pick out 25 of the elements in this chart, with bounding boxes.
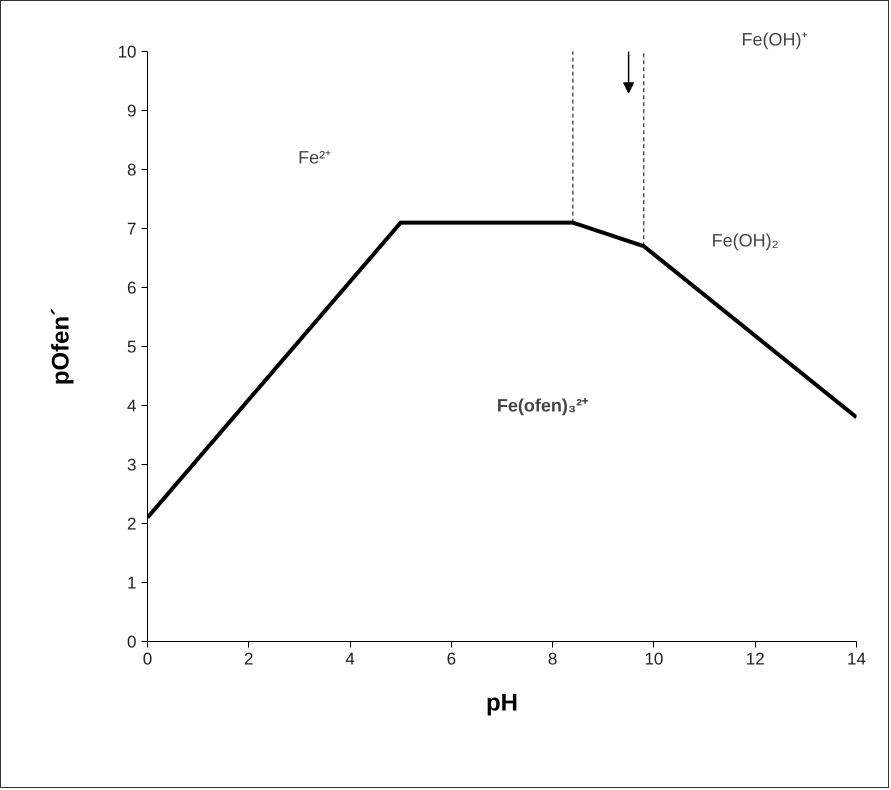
text: Fe(OH)⁺ bbox=[742, 30, 808, 50]
x-tick-label: 4 bbox=[345, 650, 355, 668]
x-tick-label: 0 bbox=[142, 650, 152, 668]
annotation: Fe²⁺ bbox=[298, 148, 332, 168]
y-tick-label: 7 bbox=[127, 220, 137, 238]
x-tick-label: 8 bbox=[548, 650, 558, 668]
y-tick-label: 3 bbox=[127, 456, 137, 474]
y-axis-title: pOfen´ bbox=[48, 308, 75, 386]
x-axis-title: pH bbox=[486, 690, 518, 716]
x-tick-label: 10 bbox=[644, 650, 664, 668]
x-tick-label: 12 bbox=[746, 650, 765, 668]
y-tick-label: 0 bbox=[127, 632, 137, 652]
y-tick-label: 8 bbox=[127, 160, 137, 180]
y-tick-label: 1 bbox=[127, 574, 137, 592]
x-tick-label: 14 bbox=[847, 650, 866, 668]
y-tick-label: 9 bbox=[127, 102, 137, 120]
annotation: Fe(ofen)₃²⁺ bbox=[496, 396, 588, 416]
x-tick-label: 2 bbox=[244, 650, 254, 668]
x-tick-label: 6 bbox=[446, 650, 456, 668]
annotation: Fe(OH)₂ bbox=[712, 230, 779, 250]
y-tick-label: 10 bbox=[118, 42, 137, 62]
y-tick-label: 4 bbox=[127, 396, 137, 416]
y-tick-label: 6 bbox=[127, 278, 137, 298]
y-tick-label: 2 bbox=[127, 514, 137, 534]
y-tick-label: 5 bbox=[127, 338, 137, 356]
